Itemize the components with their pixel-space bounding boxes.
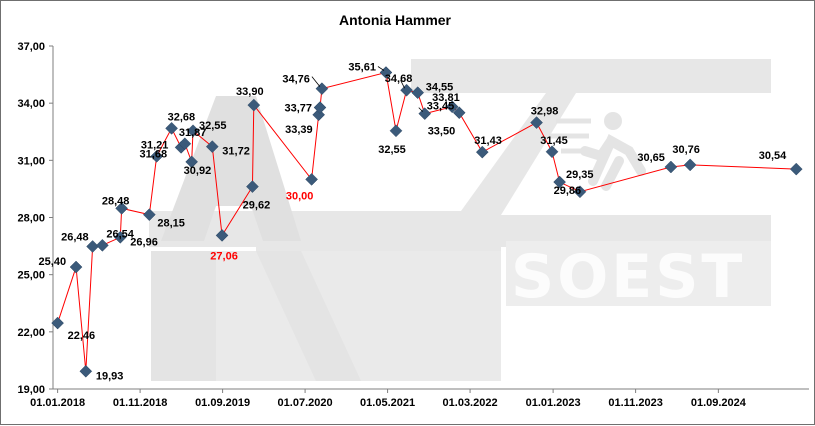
data-point (683, 158, 697, 172)
x-tick-label: 01.07.2020 (278, 397, 333, 409)
data-label: 33,90 (236, 86, 264, 98)
x-tick-label: 01.11.2023 (608, 397, 662, 409)
x-tick-label: 01.05.2021 (360, 397, 415, 409)
data-point (664, 160, 678, 174)
data-point (69, 260, 83, 274)
data-point (545, 145, 559, 159)
data-point (185, 155, 199, 169)
data-label: 31,21 (141, 139, 169, 151)
chart-title: Antonia Hammer (339, 12, 452, 28)
data-label: 26,48 (61, 231, 89, 243)
data-label: 30,92 (184, 165, 212, 177)
data-label: 31,87 (179, 127, 207, 139)
data-point (305, 173, 318, 186)
data-point (150, 149, 164, 163)
data-label: 31,72 (222, 146, 250, 158)
data-label: 34,68 (385, 73, 413, 85)
data-label: 31,45 (540, 135, 568, 147)
data-label: 29,86 (554, 185, 582, 197)
data-point (246, 180, 259, 193)
watermark-logo: SOEST (149, 59, 771, 381)
data-label: 31,43 (474, 135, 502, 147)
label-leader-line (377, 66, 385, 71)
data-label: 33,45 (427, 101, 455, 113)
x-tick-label: 01.01.2018 (30, 397, 85, 409)
data-label: 25,40 (39, 256, 67, 268)
label-leader-line (400, 80, 405, 89)
data-label: 26,96 (130, 236, 158, 248)
data-label: 35,61 (348, 61, 376, 73)
chart-axes: 19,00 22,00 25,00 28,00 31,00 34,00 37,00 01.01… (17, 41, 809, 409)
data-point (113, 230, 127, 244)
data-point (165, 121, 178, 135)
data-point (215, 229, 229, 242)
data-label: 34,55 (426, 82, 454, 94)
data-point (51, 316, 64, 330)
data-label: 33,50 (428, 126, 456, 138)
data-label: 22,46 (68, 330, 96, 342)
data-point (573, 185, 587, 199)
data-point (178, 137, 192, 151)
y-tick-label: 31,00 (17, 155, 45, 167)
data-label: 29,35 (566, 169, 594, 181)
data-label: 29,62 (243, 200, 271, 212)
data-point (186, 124, 200, 138)
data-label: 30,54 (759, 150, 787, 162)
y-tick-label: 22,00 (17, 327, 45, 339)
data-label: 26,54 (106, 228, 134, 240)
x-tick-label: 01.03.2022 (443, 397, 498, 409)
x-tick-label: 01.09.2019 (195, 397, 250, 409)
y-tick-label: 28,00 (17, 213, 45, 225)
data-point (452, 106, 466, 120)
x-tick-label: 01.01.2023 (526, 397, 581, 409)
data-point (475, 145, 489, 159)
data-label: 33,81 (432, 92, 460, 104)
data-label: 30,65 (637, 152, 665, 164)
label-leader-line (311, 76, 321, 87)
data-point (79, 364, 93, 378)
data-point (389, 124, 403, 138)
data-point (86, 240, 99, 253)
data-label: 27,06 (210, 250, 238, 262)
data-label: 31,68 (140, 148, 168, 160)
data-point (400, 83, 413, 97)
data-label: 28,48 (102, 195, 130, 207)
label-leader-line (418, 107, 424, 112)
y-tick-label: 25,00 (17, 270, 45, 282)
data-point (247, 98, 261, 112)
x-tick-label: 01.09.2024 (691, 397, 747, 409)
data-point (96, 238, 109, 252)
data-point (411, 86, 425, 100)
y-tick-label: 37,00 (17, 41, 45, 53)
y-tick-label: 34,00 (17, 98, 45, 110)
data-label: 32,68 (168, 111, 196, 123)
data-point (553, 175, 566, 189)
data-label: 33,77 (284, 103, 312, 115)
data-point (142, 208, 156, 221)
data-point (313, 101, 327, 114)
data-label: 34,76 (282, 74, 310, 86)
svg-text:SOEST: SOEST (511, 242, 745, 312)
data-label: 19,93 (96, 370, 124, 382)
data-label: 30,00 (286, 190, 314, 202)
data-point (205, 140, 219, 153)
data-point (789, 162, 803, 176)
data-label: 32,55 (199, 120, 227, 132)
data-point (115, 201, 129, 215)
x-tick-label: 01.11.2018 (113, 397, 167, 409)
data-label: 32,98 (531, 106, 559, 118)
data-markers (51, 66, 803, 378)
data-point (445, 100, 459, 114)
data-label: 33,39 (285, 124, 313, 136)
data-label: 32,55 (378, 144, 406, 156)
data-label: 30,76 (672, 144, 700, 156)
y-tick-label: 19,00 (17, 384, 45, 396)
data-label: 28,15 (157, 218, 185, 230)
data-point (530, 116, 543, 129)
